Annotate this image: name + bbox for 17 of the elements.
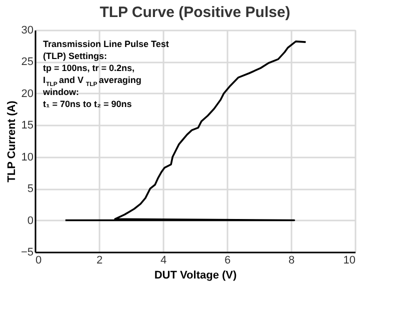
y-tick-label: 0 (27, 214, 34, 227)
x-tick-label: 8 (288, 254, 295, 266)
chart-title: TLP Curve (Positive Pulse) (100, 4, 290, 21)
x-tick-label: 6 (224, 254, 231, 266)
y-tick-label: 10 (21, 151, 34, 164)
y-tick-label: 5 (27, 183, 34, 196)
y-tick-label: 15 (21, 120, 34, 132)
x-tick-label: 0 (36, 254, 42, 266)
x-tick-label: 2 (96, 254, 103, 266)
y-tick-label: 30 (21, 24, 34, 36)
x-tick-label: 10 (343, 254, 356, 266)
x-tick-label: 4 (160, 254, 167, 266)
y-axis-title: TLP Current (A) (6, 100, 18, 182)
y-tick-label: 20 (21, 88, 34, 100)
y-tick-label: −5 (20, 246, 34, 258)
y-tick-label: 25 (21, 56, 34, 68)
x-axis-title: DUT Voltage (V) (154, 270, 237, 282)
